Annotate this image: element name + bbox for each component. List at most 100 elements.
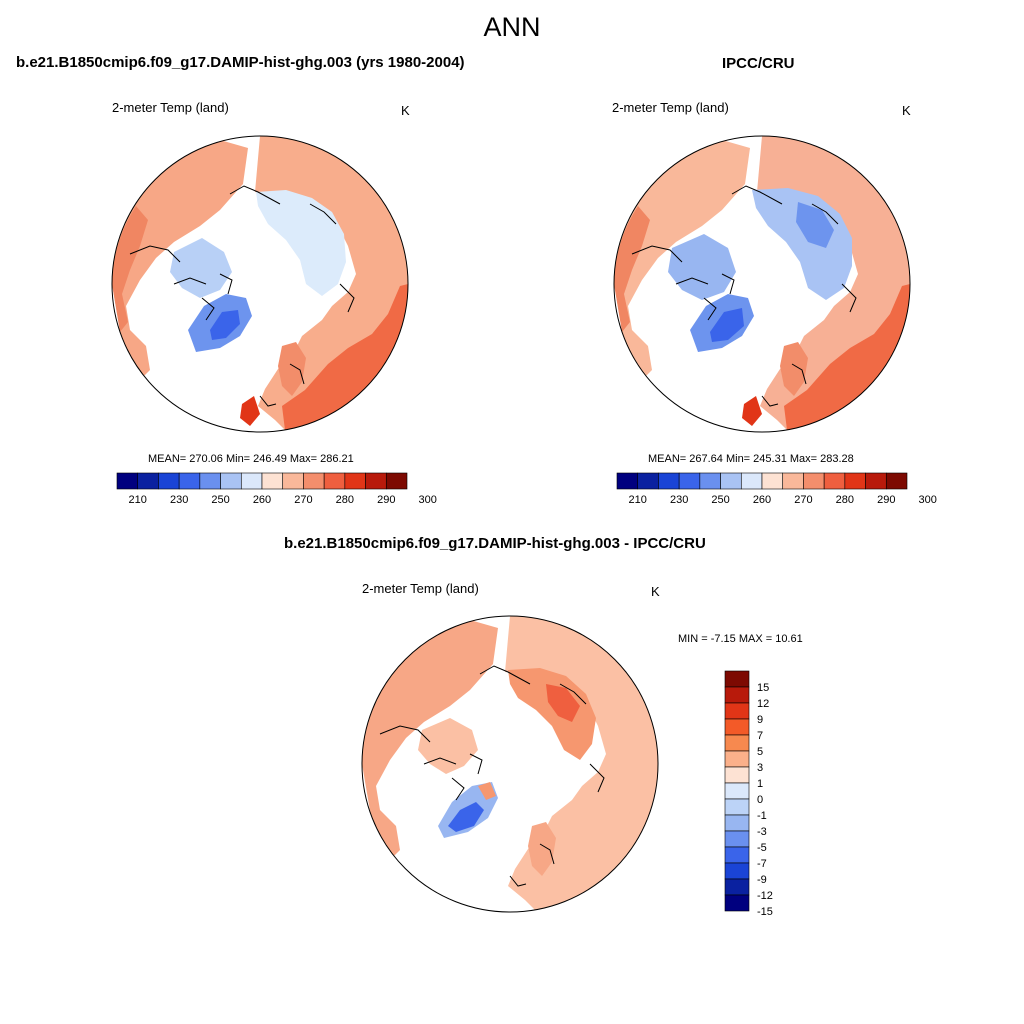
model-colorbar-swatch <box>344 472 366 490</box>
diff-land-scandinavia <box>528 822 556 876</box>
model-colorbar-swatch <box>323 472 346 490</box>
obs-colorbar-swatch <box>720 472 742 490</box>
obs-units-label: K <box>902 103 911 118</box>
diff-colorbar-tick-label: -7 <box>757 858 767 870</box>
model-land-greenland-core <box>210 310 240 340</box>
obs-colorbar: 210 230 250 260 270 280 290 300 <box>616 472 937 506</box>
diff-colorbar-swatch <box>724 846 750 864</box>
obs-land-americas <box>614 140 750 380</box>
diff-colorbar-swatch <box>724 702 750 720</box>
diff-map <box>361 615 659 913</box>
obs-map <box>613 135 911 433</box>
model-land-europe-warm <box>282 284 408 430</box>
diff-colorbar-tick-label: -3 <box>757 826 767 838</box>
model-colorbar-swatch <box>178 472 201 490</box>
obs-land-greenland-core <box>710 308 744 342</box>
diff-colorbar-tick-label: 5 <box>757 746 763 758</box>
model-colorbar-swatch <box>282 472 304 490</box>
obs-colorbar-tick-label: 260 <box>753 494 771 506</box>
diff-land-canada-north <box>418 718 478 774</box>
diff-land-siberia-warm <box>508 668 596 760</box>
diff-colorbar-tick-label: 7 <box>757 730 763 742</box>
obs-colorbar-tick-label: 230 <box>670 494 688 506</box>
model-colorbar: 210 230 250 260 270 280 290 300 <box>116 472 437 506</box>
obs-colorbar-swatch <box>740 472 763 490</box>
obs-colorbar-swatch <box>761 472 784 490</box>
obs-colorbar-swatch <box>803 472 825 490</box>
obs-coastlines <box>631 185 857 407</box>
model-colorbar-tick-label: 270 <box>294 494 312 506</box>
obs-land-americas-warm <box>614 206 650 332</box>
diff-colorbar-tick-label: -15 <box>757 906 773 918</box>
diff-colorbar-swatch <box>724 670 750 688</box>
diff-colorbar-tick-label: -1 <box>757 810 767 822</box>
figure-title: ANN <box>483 12 541 42</box>
diff-colorbar-swatch <box>724 814 750 832</box>
model-units-label: K <box>401 103 410 118</box>
obs-colorbar-tick-label: 210 <box>629 494 647 506</box>
obs-colorbar-tick-label: 270 <box>794 494 812 506</box>
model-colorbar-tick-label: 300 <box>419 494 437 506</box>
model-land-siberia <box>256 190 346 296</box>
diff-colorbar-tick-label: 12 <box>757 698 769 710</box>
model-colorbar-tick-label: 230 <box>170 494 188 506</box>
model-colorbar-tick-label: 290 <box>377 494 395 506</box>
diff-colorbar-swatch <box>724 862 750 880</box>
obs-colorbar-swatch <box>885 472 908 490</box>
diff-colorbar-swatch <box>724 798 750 816</box>
obs-land-siberia <box>752 188 852 300</box>
diff-colorbar-swatch <box>724 718 750 736</box>
diff-colorbar-swatch <box>724 894 750 912</box>
diff-colorbar-tick-label: -5 <box>757 842 767 854</box>
diff-colorbar-swatch <box>724 830 750 848</box>
diff-coastlines <box>379 665 605 887</box>
diff-panel-title: b.e21.B1850cmip6.f09_g17.DAMIP-hist-ghg.… <box>284 535 706 552</box>
obs-colorbar-tick-label: 250 <box>711 494 729 506</box>
diff-variable-label: 2-meter Temp (land) <box>362 581 479 596</box>
model-land-uk <box>240 396 260 426</box>
diff-land-greenland-core <box>448 802 484 832</box>
diff-colorbar-swatch <box>724 734 750 752</box>
diff-colorbar-swatch <box>724 686 750 704</box>
diff-colorbar-tick-label: 1 <box>757 778 763 790</box>
model-colorbar-swatch <box>261 472 284 490</box>
model-land-americas <box>112 140 248 380</box>
obs-colorbar-tick-label: 300 <box>919 494 937 506</box>
model-colorbar-tick-label: 280 <box>336 494 354 506</box>
model-colorbar-swatch <box>385 472 408 490</box>
obs-colorbar-swatch <box>616 472 639 490</box>
obs-land-siberia-cold <box>796 202 834 248</box>
model-colorbar-swatch <box>240 472 263 490</box>
obs-panel-title: IPCC/CRU <box>722 55 795 72</box>
diff-colorbar-swatch <box>724 782 750 800</box>
model-land-scandinavia <box>278 342 306 396</box>
obs-colorbar-swatch <box>844 472 866 490</box>
diff-colorbar-swatch <box>724 766 750 784</box>
model-colorbar-tick-label: 210 <box>129 494 147 506</box>
model-colorbar-tick-label: 260 <box>253 494 271 506</box>
diff-land-greenland-warm <box>478 782 496 800</box>
model-land-canada-north <box>170 238 232 298</box>
obs-colorbar-tick-label: 280 <box>836 494 854 506</box>
model-colorbar-swatch <box>199 472 221 490</box>
obs-variable-label: 2-meter Temp (land) <box>612 100 729 115</box>
diff-land-siberia-hot <box>546 684 580 722</box>
model-panel-title: b.e21.B1850cmip6.f09_g17.DAMIP-hist-ghg.… <box>16 54 465 71</box>
model-coastlines <box>129 185 355 407</box>
model-colorbar-swatch <box>158 472 180 490</box>
obs-colorbar-swatch <box>637 472 659 490</box>
diff-colorbar-tick-label: 15 <box>757 682 769 694</box>
model-colorbar-swatch <box>137 472 159 490</box>
diff-colorbar-tick-label: -12 <box>757 890 773 902</box>
obs-stats: MEAN= 267.64 Min= 245.31 Max= 283.28 <box>648 453 854 465</box>
model-variable-label: 2-meter Temp (land) <box>112 100 229 115</box>
diff-colorbar-swatch <box>724 878 750 896</box>
diff-land-americas <box>362 620 498 860</box>
obs-land-scandinavia <box>780 342 808 396</box>
diff-colorbar-tick-label: 9 <box>757 714 763 726</box>
model-stats: MEAN= 270.06 Min= 246.49 Max= 286.21 <box>148 453 354 465</box>
model-colorbar-swatch <box>365 472 387 490</box>
model-colorbar-tick-label: 250 <box>211 494 229 506</box>
obs-colorbar-swatch <box>823 472 846 490</box>
obs-land-europe-warm <box>784 284 910 430</box>
